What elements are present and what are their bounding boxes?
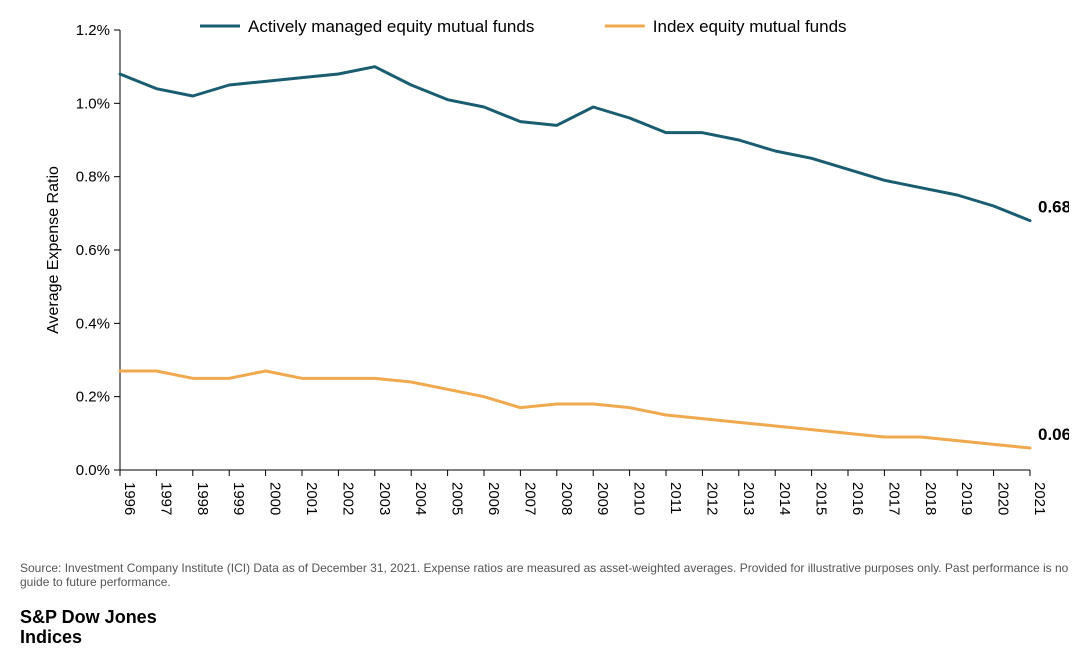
x-tick-label: 2012 [703,482,720,515]
x-tick-label: 2009 [594,482,611,515]
legend-label-1: Index equity mutual funds [653,17,847,36]
page: 0.0% 0.2% 0.4% 0.6% 0.8% 1.0% 1.2% Average Expe… [0,0,1089,658]
legend-label-0: Actively managed equity mutual funds [248,17,534,36]
y-tick-label: 0.2% [76,389,110,406]
x-tick-label: 2001 [303,482,320,515]
brand-logo-text: S&P Dow Jones Indices [20,608,157,648]
series-line-0 [120,67,1030,221]
x-tick-label: 2007 [521,482,538,515]
x-tick-label: 2021 [1031,482,1048,515]
brand-line-2: Indices [20,627,82,647]
y-axis-label: Average Expense Ratio [45,166,62,334]
x-tick-label: 2005 [449,482,466,515]
x-tick-label: 2020 [995,482,1012,515]
x-tick-label: 1997 [157,482,174,515]
x-tick-label: 2006 [485,482,502,515]
x-tick-label: 2000 [267,482,284,515]
x-tick-label: 2017 [885,482,902,515]
x-tick-label: 2003 [376,482,393,515]
series-end-label-0: 0.68% [1038,198,1069,217]
x-tick-label: 1998 [194,482,211,515]
x-tick-label: 2015 [813,482,830,515]
y-tick-label: 1.2% [76,22,110,39]
x-tick-label: 2018 [922,482,939,515]
series-end-label-1: 0.06% [1038,425,1069,444]
x-tick-label: 2016 [849,482,866,515]
y-tick-label: 0.0% [76,462,110,479]
y-tick-label: 1.0% [76,95,110,112]
x-tick-label: 2013 [740,482,757,515]
series-line-1 [120,371,1030,448]
x-tick-label: 2004 [412,482,429,515]
x-tick-label: 2002 [339,482,356,515]
x-tick-label: 1996 [121,482,138,515]
x-tick-label: 1999 [230,482,247,515]
x-tick-label: 2010 [631,482,648,515]
x-tick-label: 2019 [958,482,975,515]
y-tick-label: 0.8% [76,169,110,186]
y-tick-label: 0.4% [76,315,110,332]
chart-svg: 0.0% 0.2% 0.4% 0.6% 0.8% 1.0% 1.2% Average Expe… [20,10,1069,540]
x-tick-label: 2008 [558,482,575,515]
x-tick-label: 2011 [667,482,684,514]
source-footnote: Source: Investment Company Institute (IC… [20,562,1069,590]
expense-ratio-chart: 0.0% 0.2% 0.4% 0.6% 0.8% 1.0% 1.2% Average Expe… [20,10,1069,540]
x-tick-label: 2014 [776,482,793,515]
y-tick-label: 0.6% [76,242,110,259]
brand-line-1: S&P Dow Jones [20,607,157,627]
